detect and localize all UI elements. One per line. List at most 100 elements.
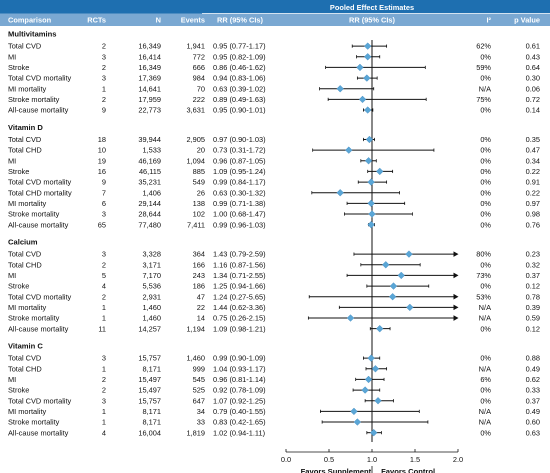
row-n: 15,757 bbox=[138, 354, 161, 363]
row-comparison: MI mortality bbox=[8, 303, 46, 312]
row-rcts: 65 bbox=[98, 220, 106, 229]
row-p-value: 0.61 bbox=[526, 42, 540, 51]
row-events: 1,094 bbox=[187, 156, 206, 165]
point-estimate-marker bbox=[370, 428, 378, 437]
row-rr-text: 0.99 (0.84-1.17) bbox=[213, 178, 266, 187]
row-p-value: 0.37 bbox=[526, 396, 540, 405]
row-rcts: 7 bbox=[102, 188, 106, 197]
row-i2: 0% bbox=[480, 386, 491, 395]
row-p-value: 0.12 bbox=[526, 324, 540, 333]
row-rr-text: 0.94 (0.83-1.06) bbox=[213, 74, 266, 83]
row-n: 3,171 bbox=[143, 260, 162, 269]
row-i2: 0% bbox=[480, 324, 491, 333]
point-estimate-marker bbox=[363, 74, 371, 82]
row-events: 34 bbox=[197, 407, 205, 416]
point-estimate-marker bbox=[367, 178, 375, 186]
row-rcts: 1 bbox=[102, 84, 106, 93]
row-comparison: Stroke bbox=[8, 282, 29, 291]
row-rcts: 1 bbox=[102, 364, 106, 373]
row-rr-text: 0.99 (0.71-1.38) bbox=[213, 199, 266, 208]
row-rcts: 19 bbox=[98, 156, 106, 165]
row-comparison: Total CHD bbox=[8, 146, 42, 155]
row-p-value: 0.91 bbox=[526, 178, 540, 187]
favors-supplement-label: Favors Supplement bbox=[301, 467, 372, 473]
row-rcts: 3 bbox=[102, 52, 106, 61]
row-p-value: 0.34 bbox=[526, 156, 540, 165]
row-events: 647 bbox=[193, 396, 205, 405]
row-comparison: Total CVD bbox=[8, 42, 41, 51]
row-n: 14,257 bbox=[138, 324, 161, 333]
row-i2: 59% bbox=[476, 63, 491, 72]
column-header-rr-text: RR (95% CIs) bbox=[217, 16, 264, 25]
row-p-value: 0.97 bbox=[526, 199, 540, 208]
row-events: 545 bbox=[193, 375, 205, 384]
row-events: 70 bbox=[197, 84, 205, 93]
row-rr-text: 0.79 (0.40-1.55) bbox=[213, 407, 266, 416]
row-i2: 0% bbox=[480, 146, 491, 155]
row-n: 15,757 bbox=[138, 396, 161, 405]
row-p-value: 0.22 bbox=[526, 188, 540, 197]
group-heading: Vitamin C bbox=[8, 342, 43, 351]
row-rcts: 5 bbox=[102, 271, 106, 280]
row-rcts: 2 bbox=[102, 260, 106, 269]
row-rr-text: 0.63 (0.30-1.32) bbox=[213, 188, 266, 197]
row-i2: 62% bbox=[476, 42, 491, 51]
row-rr-text: 1.02 (0.94-1.11) bbox=[213, 428, 265, 437]
row-n: 2,931 bbox=[143, 292, 162, 301]
row-events: 364 bbox=[193, 250, 205, 259]
row-rr-text: 0.95 (0.82-1.09) bbox=[213, 52, 266, 61]
row-i2: 0% bbox=[480, 178, 491, 187]
row-rcts: 2 bbox=[102, 63, 106, 72]
row-events: 243 bbox=[193, 271, 205, 280]
row-p-value: 0.78 bbox=[526, 292, 540, 301]
row-rcts: 3 bbox=[102, 210, 106, 219]
point-estimate-marker bbox=[389, 282, 398, 290]
row-rcts: 1 bbox=[102, 314, 106, 323]
row-n: 5,536 bbox=[143, 282, 162, 291]
row-n: 17,959 bbox=[138, 95, 161, 104]
row-rr-text: 1.43 (0.79-2.59) bbox=[213, 250, 266, 259]
row-comparison: MI bbox=[8, 271, 16, 280]
row-rcts: 3 bbox=[102, 354, 106, 363]
row-rr-text: 0.86 (0.46-1.62) bbox=[213, 63, 266, 72]
point-estimate-marker bbox=[361, 386, 369, 394]
row-n: 1,533 bbox=[143, 146, 162, 155]
point-estimate-marker bbox=[374, 397, 382, 405]
point-estimate-marker bbox=[364, 157, 373, 165]
row-n: 15,497 bbox=[138, 375, 161, 384]
row-p-value: 0.98 bbox=[526, 210, 540, 219]
row-events: 186 bbox=[193, 282, 205, 291]
row-i2: N/A bbox=[479, 84, 491, 93]
row-events: 666 bbox=[193, 63, 205, 72]
row-i2: N/A bbox=[479, 364, 491, 373]
header-column-band bbox=[0, 13, 550, 26]
row-rcts: 1 bbox=[102, 303, 106, 312]
row-comparison: Total CVD mortality bbox=[8, 292, 72, 301]
row-events: 14 bbox=[197, 314, 205, 323]
point-estimate-marker bbox=[397, 271, 405, 280]
row-n: 15,497 bbox=[138, 386, 161, 395]
row-comparison: Stroke mortality bbox=[8, 418, 60, 427]
row-p-value: 0.37 bbox=[526, 271, 540, 280]
row-n: 8,171 bbox=[143, 418, 162, 427]
row-rcts: 1 bbox=[102, 407, 106, 416]
row-rcts: 18 bbox=[98, 135, 106, 144]
row-rr-text: 0.95 (0.77-1.17) bbox=[213, 42, 266, 51]
row-comparison: MI bbox=[8, 156, 16, 165]
row-i2: 0% bbox=[480, 52, 491, 61]
row-rr-text: 1.00 (0.68-1.47) bbox=[213, 210, 266, 219]
row-n: 22,773 bbox=[138, 106, 161, 115]
row-rcts: 2 bbox=[102, 292, 106, 301]
ci-arrow bbox=[453, 293, 459, 300]
row-i2: 0% bbox=[480, 354, 491, 363]
row-events: 7,411 bbox=[187, 220, 205, 229]
row-events: 102 bbox=[193, 210, 205, 219]
row-i2: 73% bbox=[476, 271, 491, 280]
row-i2: 0% bbox=[480, 260, 491, 269]
row-events: 1,194 bbox=[187, 324, 206, 333]
point-estimate-marker bbox=[336, 189, 344, 197]
group-heading: Multivitamins bbox=[8, 30, 57, 39]
row-comparison: All-cause mortality bbox=[8, 220, 69, 229]
row-comparison: Total CVD bbox=[8, 135, 41, 144]
